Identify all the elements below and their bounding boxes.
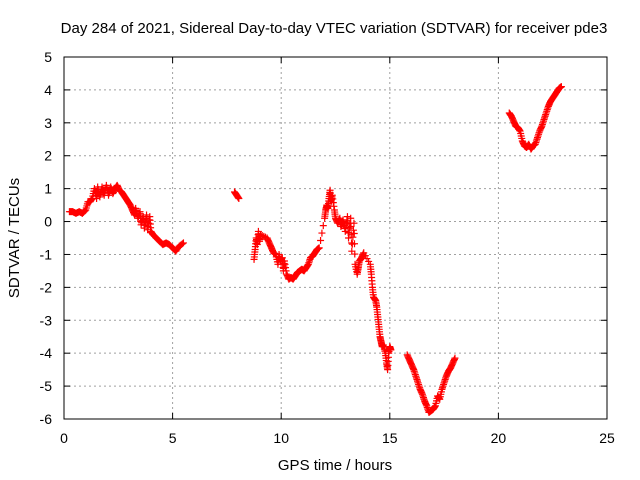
x-tick-label: 0 <box>60 430 68 446</box>
data-point <box>80 208 88 216</box>
y-tick-label: -4 <box>40 345 53 361</box>
data-point <box>260 232 268 240</box>
data-point <box>258 232 266 240</box>
x-tick-label: 25 <box>599 430 615 446</box>
data-point <box>351 250 359 258</box>
chart-title: Day 284 of 2021, Sidereal Day-to-day VTE… <box>61 20 608 37</box>
y-tick-label: 3 <box>44 115 52 131</box>
data-point <box>351 240 359 248</box>
x-axis-label: GPS time / hours <box>278 457 392 474</box>
y-axis-ticks: -6 -5 -4 -3 -2 -1 0 1 2 3 4 5 <box>40 49 607 427</box>
data-point <box>257 231 265 239</box>
plot-frame <box>63 56 608 420</box>
data-points <box>65 83 565 416</box>
x-tick-label: 20 <box>491 430 507 446</box>
y-tick-label: 4 <box>44 82 52 98</box>
data-point <box>557 83 565 91</box>
y-tick-label: -5 <box>40 378 53 394</box>
data-point <box>319 222 327 230</box>
y-tick-label: -2 <box>40 279 53 295</box>
x-tick-label: 10 <box>273 430 289 446</box>
data-point <box>178 240 186 248</box>
x-tick-label: 5 <box>169 430 177 446</box>
data-point <box>387 346 395 354</box>
y-tick-label: -1 <box>40 246 53 262</box>
data-point <box>350 219 358 227</box>
grid <box>64 57 607 419</box>
x-tick-label: 15 <box>382 430 398 446</box>
y-tick-label: -3 <box>40 312 53 328</box>
y-axis-label: SDTVAR / TECUs <box>6 178 23 298</box>
data-point <box>315 244 323 252</box>
data-point <box>451 354 459 362</box>
data-point <box>317 236 325 244</box>
data-point <box>318 229 326 237</box>
y-tick-label: -6 <box>40 411 53 427</box>
y-tick-label: 2 <box>44 148 52 164</box>
y-tick-label: 0 <box>44 214 52 230</box>
data-point <box>179 239 187 247</box>
data-point <box>347 214 355 222</box>
data-point <box>347 222 355 230</box>
data-point <box>349 233 357 241</box>
data-point <box>350 229 358 237</box>
y-tick-label: 1 <box>44 181 52 197</box>
y-tick-label: 5 <box>44 49 52 65</box>
data-point <box>348 239 356 247</box>
x-axis-ticks: 0 5 10 15 20 25 <box>60 57 615 446</box>
data-point <box>235 195 243 203</box>
data-point <box>349 226 357 234</box>
